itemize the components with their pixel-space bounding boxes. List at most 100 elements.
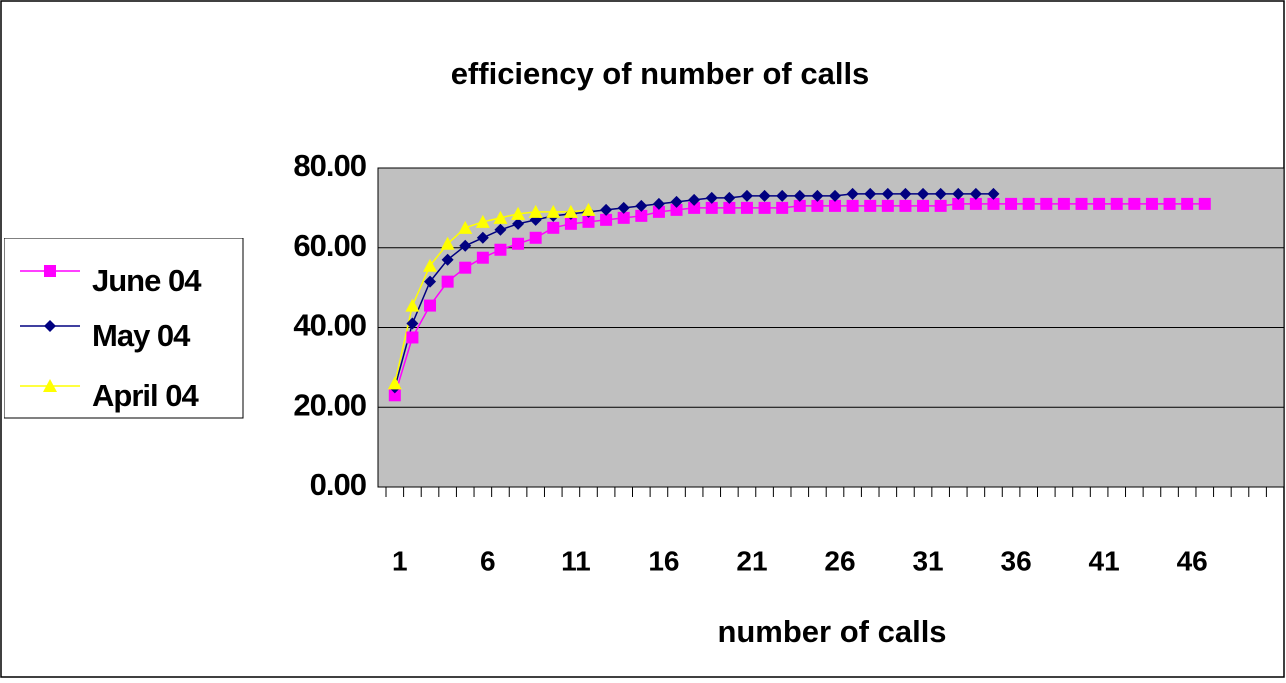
marker bbox=[1093, 197, 1106, 210]
legend: June 04 May 04 April 04 bbox=[4, 238, 244, 419]
marker bbox=[476, 251, 489, 264]
marker bbox=[917, 187, 930, 200]
marker bbox=[547, 221, 560, 234]
marker bbox=[864, 199, 877, 212]
y-tick-label: 0.00 bbox=[310, 467, 366, 502]
marker bbox=[829, 189, 841, 202]
marker bbox=[600, 213, 613, 226]
marker bbox=[1005, 197, 1018, 210]
marker bbox=[458, 220, 473, 234]
marker bbox=[670, 203, 683, 216]
marker bbox=[740, 201, 753, 214]
marker bbox=[617, 201, 630, 214]
marker bbox=[475, 214, 490, 228]
marker bbox=[811, 189, 824, 202]
x-tick-label: 1 bbox=[392, 545, 408, 576]
marker bbox=[476, 231, 489, 244]
marker bbox=[1057, 197, 1070, 210]
marker bbox=[952, 197, 965, 210]
marker bbox=[635, 199, 648, 212]
marker bbox=[846, 187, 859, 200]
marker bbox=[652, 197, 665, 210]
marker bbox=[1075, 197, 1088, 210]
marker bbox=[652, 205, 665, 218]
y-tick-label: 20.00 bbox=[293, 387, 366, 422]
y-tick-label: 80.00 bbox=[293, 148, 366, 183]
marker bbox=[829, 199, 841, 212]
marker bbox=[670, 195, 683, 208]
marker bbox=[546, 204, 561, 218]
x-tick-label: 46 bbox=[1177, 545, 1208, 576]
marker bbox=[969, 187, 982, 200]
marker bbox=[617, 211, 630, 224]
marker bbox=[43, 379, 57, 392]
marker bbox=[1040, 197, 1053, 210]
legend-box bbox=[4, 238, 244, 419]
marker bbox=[582, 215, 595, 228]
legend-label: May 04 bbox=[92, 318, 191, 353]
marker bbox=[881, 187, 894, 200]
marker bbox=[899, 187, 912, 200]
marker bbox=[934, 199, 947, 212]
marker bbox=[635, 209, 648, 222]
marker bbox=[528, 204, 543, 218]
marker bbox=[459, 261, 472, 274]
marker bbox=[776, 189, 789, 202]
marker bbox=[934, 187, 947, 200]
marker bbox=[864, 187, 877, 200]
y-tick-label: 60.00 bbox=[293, 228, 366, 263]
marker bbox=[440, 236, 455, 250]
marker bbox=[1181, 197, 1194, 210]
marker bbox=[387, 376, 402, 390]
marker bbox=[406, 331, 419, 344]
marker bbox=[424, 299, 437, 312]
x-tick-label: 21 bbox=[736, 545, 767, 576]
marker bbox=[688, 193, 701, 206]
marker bbox=[705, 201, 718, 214]
marker bbox=[441, 253, 454, 266]
marker bbox=[1198, 197, 1211, 210]
marker bbox=[564, 217, 577, 230]
x-tick-label: 26 bbox=[824, 545, 855, 576]
x-tick-label: 31 bbox=[912, 545, 943, 576]
x-tick-label: 11 bbox=[561, 545, 591, 576]
marker bbox=[776, 201, 789, 214]
marker bbox=[441, 275, 454, 288]
marker bbox=[723, 191, 736, 204]
marker bbox=[758, 201, 771, 214]
marker bbox=[811, 199, 824, 212]
y-tick-label: 40.00 bbox=[293, 308, 366, 343]
x-tick-label: 16 bbox=[648, 545, 679, 576]
marker bbox=[511, 206, 526, 220]
marker bbox=[881, 199, 894, 212]
marker bbox=[1145, 197, 1158, 210]
marker bbox=[1128, 197, 1141, 210]
marker bbox=[793, 199, 806, 212]
x-tick-label: 36 bbox=[1001, 545, 1032, 576]
marker bbox=[529, 231, 542, 244]
marker bbox=[459, 239, 472, 252]
marker bbox=[423, 258, 438, 272]
legend-label: April 04 bbox=[92, 378, 199, 413]
marker bbox=[1163, 197, 1176, 210]
marker bbox=[600, 203, 613, 216]
marker bbox=[987, 197, 1000, 210]
marker bbox=[705, 191, 718, 204]
marker bbox=[563, 204, 578, 218]
x-tick-label: 41 bbox=[1089, 545, 1120, 576]
marker bbox=[758, 189, 771, 202]
marker bbox=[581, 202, 596, 216]
marker bbox=[44, 320, 56, 332]
marker bbox=[44, 265, 56, 277]
marker bbox=[917, 199, 930, 212]
marker bbox=[723, 201, 736, 214]
marker bbox=[793, 189, 806, 202]
marker bbox=[688, 201, 701, 214]
marker bbox=[987, 187, 1000, 200]
chart-title: efficiency of number of calls bbox=[451, 56, 870, 91]
marker bbox=[1110, 197, 1123, 210]
marker bbox=[952, 187, 965, 200]
x-axis-title: number of calls bbox=[717, 614, 946, 649]
marker bbox=[1022, 197, 1035, 210]
